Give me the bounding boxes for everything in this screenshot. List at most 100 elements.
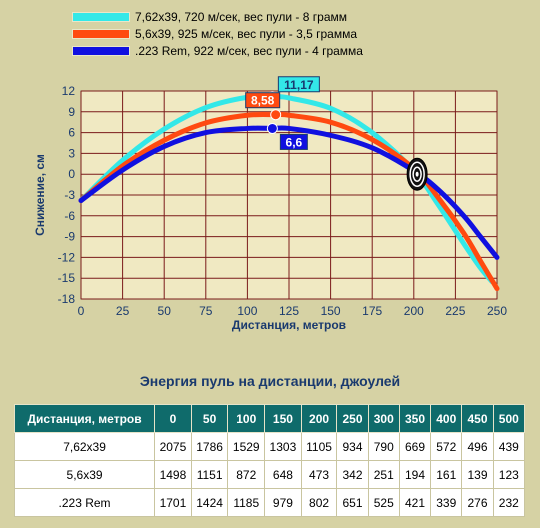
peak-label-223: 6,6 — [286, 135, 303, 149]
table-cell: 421 — [398, 488, 432, 517]
table-cell: 669 — [398, 432, 432, 461]
chart-legend: 7,62x39, 720 м/сек, вес пули - 8 грамм 5… — [72, 8, 363, 59]
x-tick-label: 25 — [116, 304, 130, 318]
peak-marker — [270, 109, 282, 121]
table-cell: 1151 — [190, 460, 229, 489]
y-tick-label: 6 — [68, 126, 75, 140]
legend-swatch-762 — [72, 11, 130, 22]
peak-label-box — [279, 133, 308, 150]
x-tick-label: 150 — [321, 304, 341, 318]
table-cell: 1424 — [190, 488, 229, 517]
peak-label-box — [245, 92, 281, 109]
y-tick-label: -6 — [64, 209, 75, 223]
table-cell: 1498 — [154, 460, 192, 489]
y-tick-label: 9 — [68, 105, 75, 119]
row-label: 7,62x39 — [13, 432, 156, 461]
x-tick-label: 250 — [487, 304, 507, 318]
series-line-56 — [78, 111, 500, 292]
table-cell: 802 — [300, 488, 338, 517]
table-cell: 473 — [300, 460, 338, 489]
table-cell: 123 — [492, 460, 526, 489]
table-cell: 194 — [398, 460, 432, 489]
table-cell: 1303 — [264, 432, 302, 461]
table-cell: 648 — [264, 460, 302, 489]
table-cell: 651 — [336, 488, 369, 517]
table-cell: 232 — [492, 488, 526, 517]
x-tick-label: 225 — [445, 304, 465, 318]
table-cell: 934 — [336, 432, 369, 461]
y-tick-label: -3 — [64, 188, 75, 202]
series-line-762 — [78, 93, 495, 285]
target-ring-inner — [412, 166, 422, 182]
table-cell: 872 — [227, 460, 266, 489]
header-cell: 300 — [367, 404, 400, 433]
header-distance: Дистанция, метров — [13, 404, 156, 433]
legend-swatch-56 — [72, 28, 130, 39]
header-cell: 200 — [300, 404, 338, 433]
table-cell: 979 — [264, 488, 302, 517]
table-cell: 439 — [492, 432, 526, 461]
table-cell: 1105 — [300, 432, 338, 461]
target-center — [415, 171, 419, 177]
header-cell: 350 — [398, 404, 432, 433]
y-axis-label: Снижение, см — [33, 154, 47, 236]
table-cell: 2075 — [154, 432, 192, 461]
table-cell: 161 — [430, 460, 463, 489]
header-cell: 150 — [264, 404, 302, 433]
x-tick-label: 175 — [362, 304, 382, 318]
x-tick-label: 100 — [237, 304, 257, 318]
table-cell: 496 — [461, 432, 494, 461]
energy-table-title: Энергия пуль на дистанции, джоулей — [139, 373, 401, 389]
y-tick-label: -9 — [64, 230, 75, 244]
x-tick-label: 0 — [78, 304, 85, 318]
legend-item-56: 5,6x39, 925 м/сек, вес пули - 3,5 грамма — [72, 25, 363, 42]
peak-label-762: 11,17 — [284, 78, 314, 92]
table-cell: 572 — [430, 432, 463, 461]
series-line-223 — [78, 125, 500, 260]
peak-marker — [266, 122, 278, 134]
table-cell: 790 — [367, 432, 400, 461]
legend-item-223: .223 Rem, 922 м/сек, вес пули - 4 грамма — [72, 42, 363, 59]
table-cell: 339 — [430, 488, 463, 517]
table-cell: 139 — [461, 460, 494, 489]
y-tick-label: 12 — [62, 84, 76, 98]
header-cell: 450 — [461, 404, 494, 433]
chart-ticks: 0 25 50 75 100 125 150 175 200 225 250 12 9 6 3 0 -3 -6 -9… — [58, 84, 508, 318]
legend-label-223: .223 Rem, 922 м/сек, вес пули - 4 грамма — [135, 43, 363, 58]
table-cell: 1185 — [227, 488, 266, 517]
header-cell: 50 — [190, 404, 229, 433]
table-cell: 1701 — [154, 488, 192, 517]
header-cell: 500 — [492, 404, 526, 433]
x-tick-label: 50 — [158, 304, 172, 318]
table-cell: 276 — [461, 488, 494, 517]
x-tick-label: 125 — [279, 304, 299, 318]
header-cell: 0 — [154, 404, 192, 433]
chart-lines — [78, 93, 500, 292]
y-tick-label: 0 — [68, 167, 75, 181]
y-tick-label: -12 — [58, 250, 76, 264]
header-cell: 400 — [430, 404, 463, 433]
trajectory-chart: 0 25 50 75 100 125 150 175 200 225 250 12 9 6 3 0 -3 -6 -9… — [33, 76, 508, 332]
header-cell: 250 — [336, 404, 369, 433]
x-tick-label: 200 — [404, 304, 424, 318]
table-cell: 525 — [367, 488, 400, 517]
peak-label-box — [277, 76, 320, 93]
table-cell: 1786 — [190, 432, 229, 461]
table-row: 7,62x39 2075 1786 1529 1303 1105 934 790… — [13, 432, 526, 461]
energy-table: Дистанция, метров 0 50 100 150 200 250 3… — [13, 404, 526, 517]
chart-markers: 11,17 8,58 6,6 — [245, 76, 428, 191]
header-cell: 100 — [227, 404, 266, 433]
legend-item-762: 7,62x39, 720 м/сек, вес пули - 8 грамм — [72, 8, 363, 25]
y-tick-label: -15 — [58, 271, 76, 285]
legend-label-762: 7,62x39, 720 м/сек, вес пули - 8 грамм — [135, 9, 347, 24]
energy-table-header: Дистанция, метров 0 50 100 150 200 250 3… — [13, 404, 526, 433]
row-label: .223 Rem — [13, 488, 156, 517]
table-cell: 1529 — [227, 432, 266, 461]
table-cell: 251 — [367, 460, 400, 489]
row-label: 5,6x39 — [13, 460, 156, 489]
table-row: 5,6x39 1498 1151 872 648 473 342 251 194… — [13, 460, 526, 489]
table-cell: 342 — [336, 460, 369, 489]
x-tick-label: 75 — [199, 304, 213, 318]
chart-grid — [80, 90, 498, 300]
legend-swatch-223 — [72, 45, 130, 56]
